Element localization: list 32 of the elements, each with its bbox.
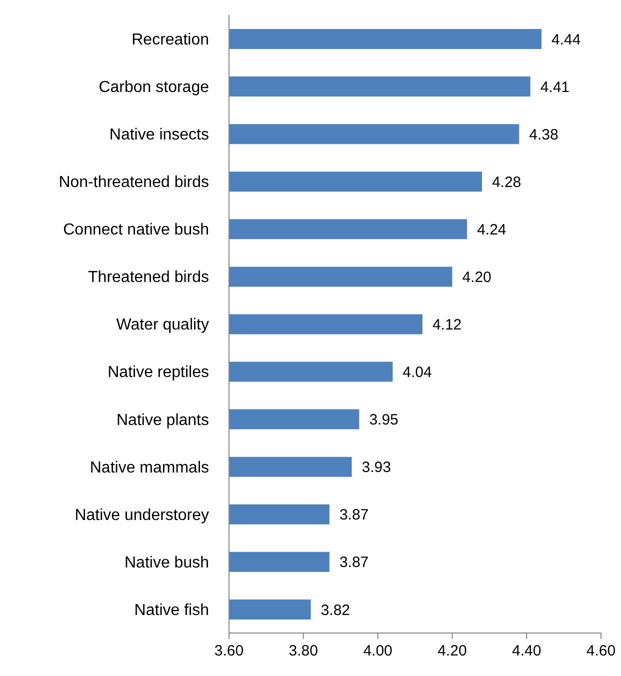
data-label: 4.28: [492, 174, 522, 191]
data-label: 4.20: [462, 269, 492, 286]
y-tick-label: Recreation: [132, 31, 209, 48]
y-tick-label: Threatened birds: [88, 269, 209, 286]
y-tick-label: Native mammals: [90, 459, 209, 476]
y-tick-label: Native insects: [109, 126, 209, 144]
data-label: 3.87: [339, 506, 369, 524]
x-tick-label: 3.80: [288, 642, 318, 660]
y-tick-label: Connect native bush: [63, 222, 209, 239]
y-tick-label: Native reptiles: [108, 364, 209, 382]
y-tick-label: Native plants: [116, 412, 209, 429]
x-tick-label: 4.60: [586, 642, 616, 660]
data-label: 4.04: [402, 364, 432, 382]
data-label: 3.93: [362, 459, 391, 476]
data-label: 4.38: [529, 126, 558, 144]
y-tick-label: Carbon storage: [98, 78, 210, 96]
data-label: 4.24: [477, 221, 506, 238]
x-tick-label: 4.00: [363, 642, 392, 660]
y-tick-label: Non-threatened birds: [58, 174, 209, 192]
data-label: 4.12: [432, 316, 462, 334]
y-tick-label: Native fish: [134, 602, 209, 619]
data-label: 3.82: [320, 602, 350, 619]
y-tick-label: Native bush: [124, 554, 209, 572]
y-tick-label: Water quality: [116, 316, 209, 334]
data-label: 4.44: [551, 31, 581, 48]
x-tick-label: 3.60: [214, 642, 244, 660]
x-tick-label: 4.40: [512, 642, 542, 660]
data-label: 3.95: [369, 412, 398, 429]
x-tick-label: 4.20: [438, 642, 467, 660]
data-label: 4.41: [540, 78, 570, 96]
data-label: 3.87: [339, 554, 369, 572]
y-tick-label: Native understorey: [74, 506, 209, 524]
